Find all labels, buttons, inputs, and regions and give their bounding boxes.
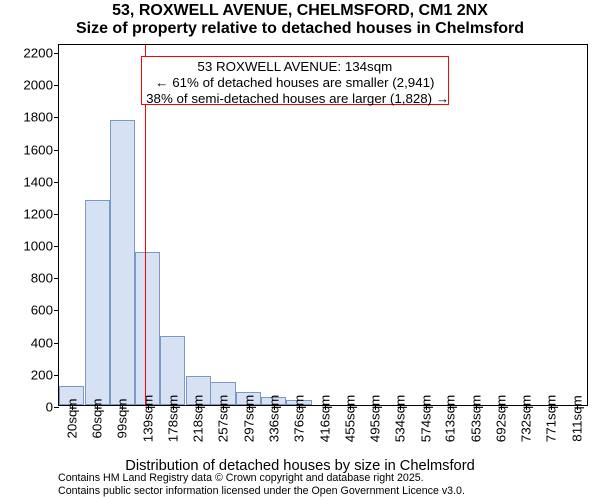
x-tick-label: 99sqm bbox=[115, 398, 130, 438]
x-tick-label: 653sqm bbox=[468, 395, 483, 442]
y-tick-mark bbox=[54, 343, 59, 344]
plot-area: 0200400600800100012001400160018002000220… bbox=[58, 44, 588, 406]
chart-container: 53, ROXWELL AVENUE, CHELMSFORD, CM1 2NX … bbox=[0, 0, 600, 500]
annotation-box: 53 ROXWELL AVENUE: 134sqm← 61% of detach… bbox=[141, 56, 448, 105]
x-tick-label: 574sqm bbox=[418, 395, 433, 442]
y-tick-label: 400 bbox=[31, 335, 53, 350]
y-tick-label: 1400 bbox=[23, 174, 53, 189]
chart-title-desc: Size of property relative to detached ho… bbox=[0, 20, 600, 38]
y-tick-mark bbox=[54, 214, 59, 215]
histogram-bar bbox=[135, 252, 160, 405]
x-tick-label: 297sqm bbox=[241, 395, 256, 442]
annotation-line: 38% of semi-detached houses are larger (… bbox=[146, 91, 443, 107]
y-tick-label: 1200 bbox=[23, 206, 53, 221]
y-tick-label: 800 bbox=[31, 271, 53, 286]
x-tick-label: 139sqm bbox=[140, 395, 155, 442]
histogram-bar bbox=[110, 120, 135, 405]
y-tick-label: 1000 bbox=[23, 239, 53, 254]
y-tick-mark bbox=[54, 117, 59, 118]
x-tick-label: 60sqm bbox=[90, 398, 105, 438]
y-tick-mark bbox=[54, 150, 59, 151]
x-tick-label: 771sqm bbox=[544, 395, 559, 442]
x-tick-label: 218sqm bbox=[191, 395, 206, 442]
y-tick-mark bbox=[54, 278, 59, 279]
x-tick-label: 416sqm bbox=[317, 395, 332, 442]
y-tick-label: 200 bbox=[31, 367, 53, 382]
x-tick-label: 455sqm bbox=[342, 395, 357, 442]
histogram-bar bbox=[85, 200, 110, 405]
y-tick-mark bbox=[54, 53, 59, 54]
x-tick-label: 336sqm bbox=[266, 395, 281, 442]
x-tick-label: 257sqm bbox=[216, 395, 231, 442]
x-tick-label: 20sqm bbox=[64, 398, 79, 438]
y-tick-mark bbox=[54, 182, 59, 183]
y-tick-label: 0 bbox=[46, 400, 53, 415]
y-tick-mark bbox=[54, 246, 59, 247]
y-tick-label: 1800 bbox=[23, 110, 53, 125]
x-tick-label: 692sqm bbox=[493, 395, 508, 442]
y-tick-label: 1600 bbox=[23, 142, 53, 157]
x-tick-label: 178sqm bbox=[165, 395, 180, 442]
x-tick-label: 732sqm bbox=[519, 395, 534, 442]
y-tick-mark bbox=[54, 375, 59, 376]
annotation-line: 53 ROXWELL AVENUE: 134sqm bbox=[146, 59, 443, 75]
chart-title-address: 53, ROXWELL AVENUE, CHELMSFORD, CM1 2NX bbox=[0, 2, 600, 20]
x-tick-label: 495sqm bbox=[368, 395, 383, 442]
attribution-text: Contains HM Land Registry data © Crown c… bbox=[58, 472, 465, 497]
x-tick-label: 534sqm bbox=[392, 395, 407, 442]
y-tick-label: 600 bbox=[31, 303, 53, 318]
annotation-line: ← 61% of detached houses are smaller (2,… bbox=[146, 75, 443, 91]
x-tick-label: 613sqm bbox=[443, 395, 458, 442]
y-tick-mark bbox=[54, 85, 59, 86]
x-tick-label: 811sqm bbox=[569, 395, 584, 441]
y-tick-label: 2200 bbox=[23, 46, 53, 61]
y-tick-mark bbox=[54, 310, 59, 311]
y-tick-label: 2000 bbox=[23, 78, 53, 93]
x-tick-label: 376sqm bbox=[292, 395, 307, 442]
y-tick-mark bbox=[54, 407, 59, 408]
